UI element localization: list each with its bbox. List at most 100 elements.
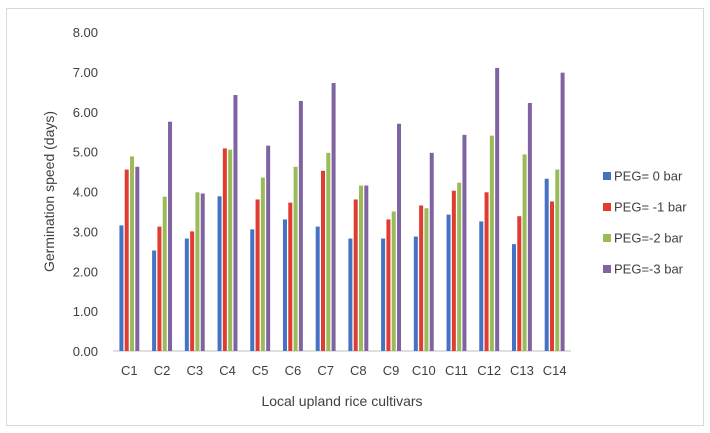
bar [527,102,532,351]
x-tick-label: C6 [285,363,302,378]
x-tick-label: C11 [445,363,468,378]
y-tick-label: 5.00 [73,145,98,160]
bar-group-c8 [348,185,369,351]
bar [195,192,200,351]
bar [495,67,500,351]
bar-group-c3 [184,192,205,351]
y-axis-ticks: 0.00 1.00 2.00 3.00 4.00 5.00 6.00 7.00 8.00 [73,25,98,359]
x-axis-ticks: C1 C2 C3 C4 C5 C6 C7 C8 C9 C10 C11 C12 C13 C14 [121,363,567,378]
y-tick-label: 3.00 [73,224,98,239]
y-tick-label: 6.00 [73,105,98,120]
y-tick-label: 0.00 [73,344,98,359]
x-tick-label: C14 [543,363,567,378]
bar-group-c2 [152,121,173,351]
bar-group-c6 [282,100,303,351]
x-tick-label: C2 [154,363,171,378]
legend-swatch [603,203,611,211]
bar [250,229,255,351]
bar-group-c1 [119,156,140,351]
bar [217,196,222,351]
bar [484,192,489,351]
bar [544,178,549,351]
bar [446,214,451,351]
bar [135,166,140,351]
bar [331,83,336,351]
bar [228,149,233,351]
legend-label: PEG=-2 bar [614,231,684,246]
bar [293,166,298,351]
bar [353,199,358,351]
bar [266,145,271,351]
bar-group-c14 [544,72,565,352]
bar [386,219,391,351]
bar [457,182,462,351]
bar [298,100,303,351]
legend-label: PEG= 0 bar [614,169,683,184]
legend-swatch [603,234,611,242]
bar [413,236,418,351]
y-tick-label: 2.00 [73,264,98,279]
bar [549,201,554,351]
x-tick-label: C1 [121,363,138,378]
legend-label: PEG= -1 bar [614,200,687,215]
legend-swatch [603,265,611,273]
bar [260,177,265,351]
x-tick-label: C13 [510,363,534,378]
bar [222,148,227,351]
bar [320,170,325,351]
bar [424,208,429,351]
bar [157,226,162,351]
bar [162,196,167,351]
y-tick-label: 1.00 [73,304,98,319]
legend-item: PEG=-3 bar [603,262,684,277]
bar [282,219,287,351]
x-tick-label: C3 [186,363,203,378]
bar [391,211,396,351]
legend-swatch [603,172,611,180]
legend-label: PEG=-3 bar [614,262,684,277]
y-axis-title: Germination speed (days) [41,111,57,272]
y-tick-label: 8.00 [73,25,98,40]
bar [200,193,205,351]
bar [124,169,129,351]
bar-group-c10 [413,152,434,351]
bar [511,244,516,351]
legend: PEG= 0 bar PEG= -1 bar PEG=-2 bar PEG=-3 ba… [603,169,687,277]
x-tick-label: C10 [412,363,436,378]
bar [315,226,320,351]
y-tick-label: 4.00 [73,185,98,200]
bar-group-c9 [381,123,402,352]
bar [489,135,494,351]
x-axis-title: Local upland rice cultivars [261,393,422,409]
bar [555,169,560,351]
bar [381,238,386,351]
bar [517,216,522,351]
bar [419,205,424,351]
bar-group-c4 [217,95,238,351]
bar [429,152,434,351]
bar [255,199,260,351]
bar-group-c12 [479,67,500,351]
bar [397,123,402,352]
bar [184,238,189,351]
y-tick-label: 7.00 [73,65,98,80]
bars [119,67,565,352]
bar [190,231,195,351]
bar-group-c7 [315,83,336,351]
bar [119,225,124,351]
bar-group-c11 [446,134,467,351]
bar [451,190,456,351]
bar [348,238,353,351]
bar [326,152,331,351]
bar [560,72,565,352]
x-tick-label: C8 [350,363,367,378]
x-tick-label: C7 [317,363,334,378]
bar [359,185,364,351]
bar [479,221,484,351]
legend-item: PEG= -1 bar [603,200,687,215]
bar [364,185,369,351]
x-tick-label: C9 [383,363,400,378]
x-tick-label: C5 [252,363,269,378]
bar-group-c5 [250,145,271,351]
bar [462,134,467,351]
